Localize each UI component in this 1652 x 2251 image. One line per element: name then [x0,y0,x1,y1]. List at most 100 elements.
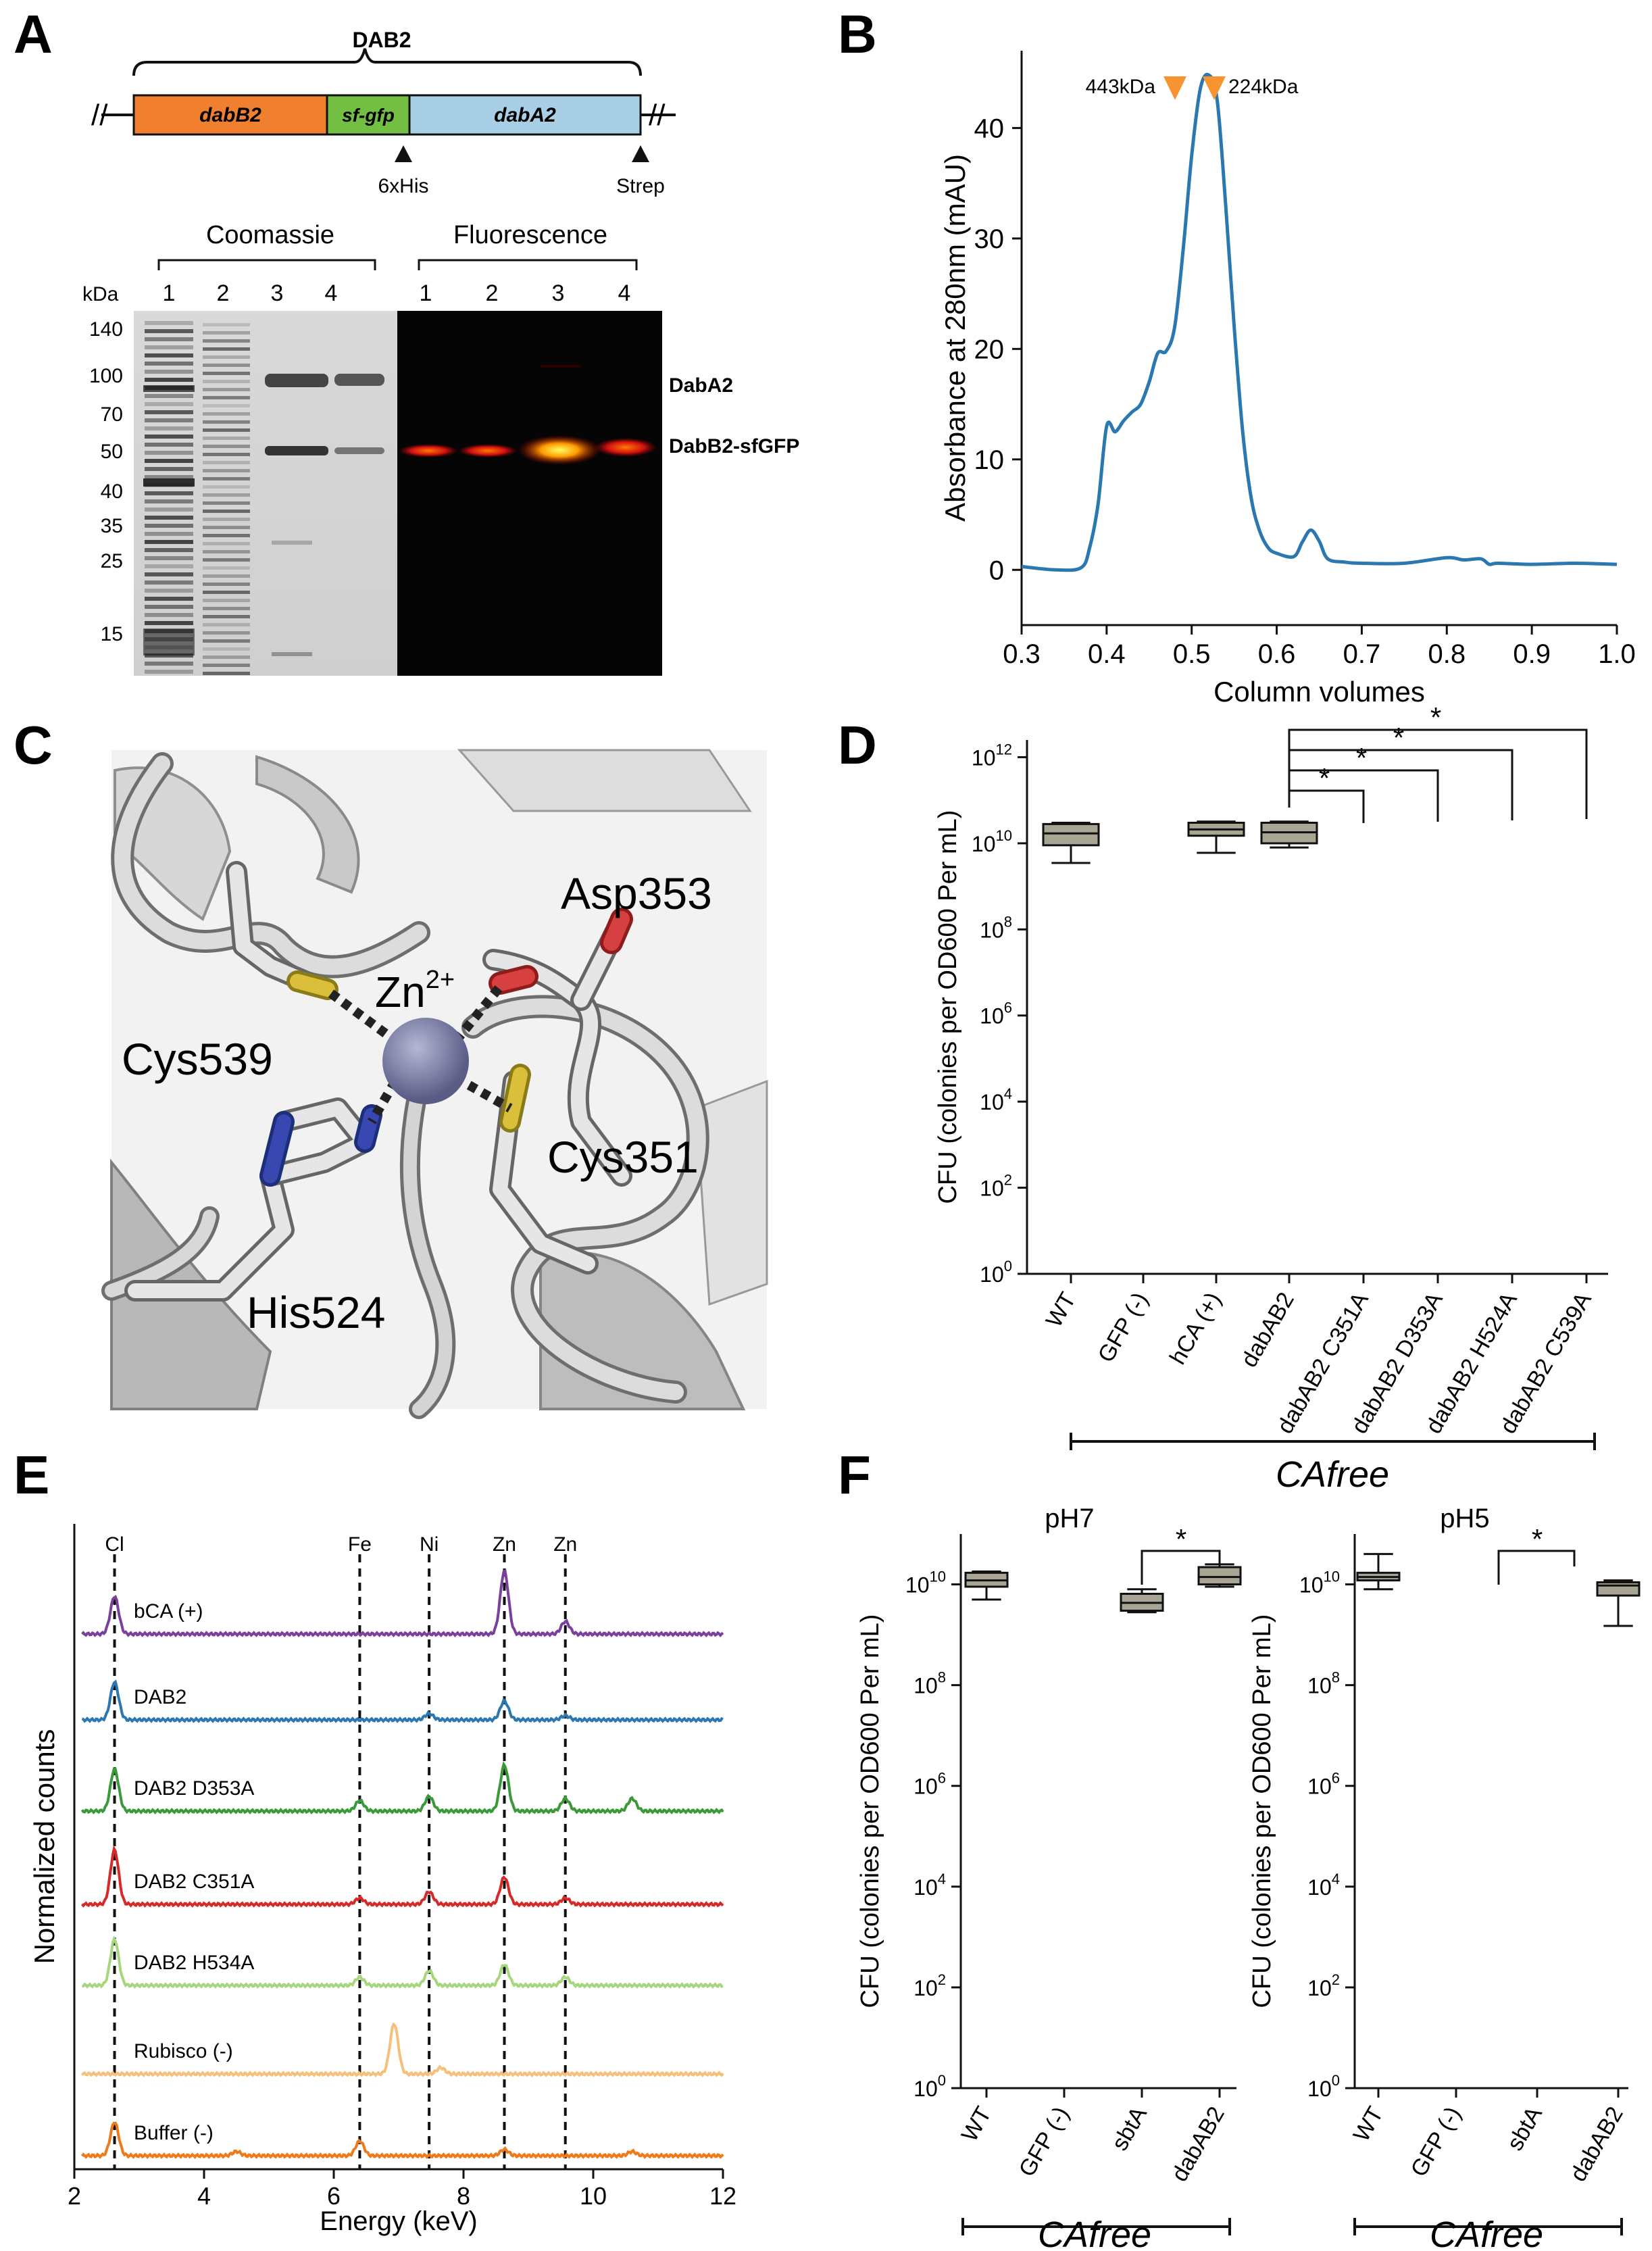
e-spectrum-line [81,1568,724,1637]
coomassie-lane2-band [203,412,250,416]
coomassie-lane2-band [203,372,250,375]
marker-label: 40 [101,480,123,503]
b-y-tick-label: 0 [989,555,1004,585]
marker-label: 100 [89,365,123,387]
f1-significance-star: * [1176,1523,1186,1555]
e-element-label: Cl [105,1533,124,1556]
gene-dabb2-label: dabB2 [199,104,261,126]
b-marker-443-label: 443kDa [1086,76,1156,98]
e-spectrum-line [80,2022,724,2077]
coomassie-lane1-band [145,548,193,552]
b-marker-224-triangle [1203,76,1226,100]
d-y-tick-label: 1010 [972,827,1012,856]
fluorescence-lane-label: 2 [486,280,499,306]
f2-y-axis-label: CFU (colonies per OD600 Per mL) [1248,1614,1276,2008]
f1-title: pH7 [1045,1504,1094,1533]
coomassie-lane2-band [203,631,250,635]
coomassie-lane1-band [145,564,193,568]
coomassie-lane1-band [145,499,193,503]
b-x-tick-label: 0.4 [1088,639,1126,669]
coomassie-lane2-band [203,323,250,326]
e-series-label: DAB2 C351A [134,1871,254,1893]
fluorescence-bands [399,365,657,465]
coomassie-lane1-band [145,613,193,617]
coomassie-bracket [157,259,376,270]
e-series-label: Buffer (-) [134,2122,214,2144]
panel-label-c: C [14,715,53,775]
coomassie-lane2-band [203,445,250,448]
coomassie-lane-label: 1 [163,280,176,306]
e-x-axis-label: Energy (keV) [320,2206,477,2236]
lane-labels: 1 1 2 2 3 3 4 4 [163,280,631,306]
marker-label: 70 [101,403,123,426]
ribbon-3 [457,749,752,812]
coomassie-lane1-band [145,516,193,520]
coomassie-lane2-band [203,396,250,399]
coomassie-lane2-band [203,331,250,335]
b-marker-443-triangle [1163,76,1186,100]
coomassie-lane1-band [143,628,195,655]
e-x-tick-label: 10 [580,2182,607,2210]
f1-significance-bracket [1141,1550,1221,1585]
coomassie-lane2-band [203,591,250,594]
e-element-label: Ni [420,1533,439,1556]
coomassie-lane2-band [203,615,250,618]
coomassie-lane1-band [145,524,193,528]
fluorescence-band-lane1 [399,444,458,457]
f1-y-tick-label: 104 [913,1871,946,1900]
coomassie-lane2-band [203,647,250,651]
b-x-tick-label: 0.9 [1513,639,1551,669]
fluorescence-band-lane3 [518,435,601,465]
f1-x-tick-label: dabAB2 [1167,2102,1230,2186]
coomassie-lane1-band [145,605,193,609]
d-y-axis-label: CFU (colonies per OD600 Per mL) [934,810,962,1204]
d-significance-star: * [1393,722,1404,753]
panel-e: E 2 4 6 8 10 12 Energy (keV) Normalized counts C… [14,1445,736,2236]
marker-label: 140 [89,318,123,341]
marker-labels: 140 100 70 50 40 35 25 15 [89,318,123,645]
f2-x-tick-label: dabAB2 [1566,2102,1628,2186]
marker-label: 25 [101,550,123,572]
e-x-tick-label: 2 [68,2182,81,2210]
d-y-tick-label: 108 [980,913,1012,942]
d-significance-star: * [1430,701,1441,733]
panel-c: C [14,715,768,1419]
f1-y-tick-label: 1010 [905,1568,946,1598]
coomassie-lane2-band [203,388,250,391]
panel-label-d: D [838,715,877,775]
f2-y-tick-label: 106 [1307,1770,1340,1799]
gene-daba2-label: dabA2 [494,104,556,126]
d-box [1042,822,1100,847]
d-y-tick-label: 102 [980,1172,1012,1201]
coomassie-lane1-band [145,362,193,366]
fluorescence-faint-band [541,365,581,368]
coomassie-lane1-band [145,451,193,455]
f2-box [1596,1581,1641,1597]
construct-title: DAB2 [352,28,411,52]
chart-f-ph7: 100 102 104 106 108 1010 WT GFP (-) sbtA dabAB2 CF… [856,1504,1242,2186]
f2-x-tick-label: sbtA [1502,2102,1547,2155]
coomassie-daba2-band [265,374,328,387]
f2-y-tick-label: 104 [1307,1871,1340,1900]
coomassie-dabb2-band [334,447,384,454]
b-x-tick-label: 0.8 [1428,639,1466,669]
d-y-tick-label: 106 [980,999,1012,1029]
f2-y-tick-label: 1010 [1299,1568,1340,1598]
coomassie-lane1-band [145,426,193,430]
coomassie-lane2-band [203,599,250,602]
coomassie-lane2-band [203,339,250,343]
e-element-label: Zn [493,1533,516,1556]
structure-image: Zn2+ Asp353 Cys539 His524 Cys351 [101,749,768,1419]
coomassie-lane2-band [203,526,250,529]
chart-f-ph5: 100 102 104 106 108 1010 WT GFP (-) sbtA dabAB2 CF… [1248,1504,1641,2186]
e-x-tick-label: 12 [709,2182,736,2210]
coomassie-lane1-band [143,478,195,487]
residue-cys351: Cys351 [547,1132,699,1182]
coomassie-lane1-band [145,378,193,382]
ribbon-6 [695,1079,768,1306]
f2-significance-star: * [1532,1523,1543,1555]
b-y-tick-label: 20 [974,335,1005,364]
f2-x-tick-label: GFP (-) [1406,2102,1466,2181]
b-x-tick-label: 1.0 [1598,639,1636,669]
coomassie-lane2-band [203,380,250,383]
